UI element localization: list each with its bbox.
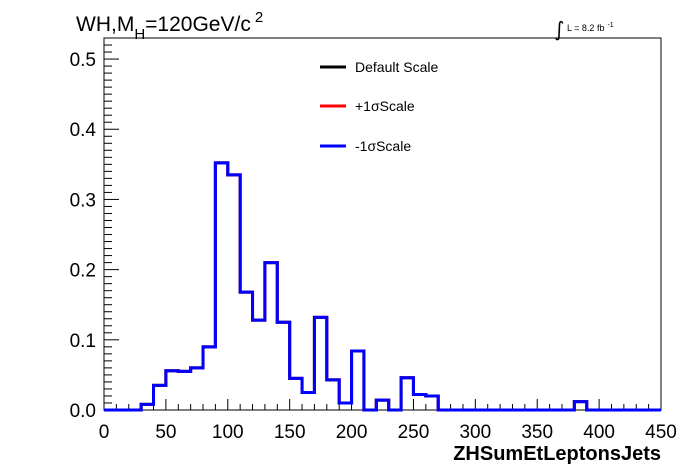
legend: Default Scale +1σScale -1σScale — [320, 59, 438, 154]
title-main: WH,M — [76, 13, 134, 36]
x-axis-label: ZHSumEtLeptonsJets — [453, 443, 661, 465]
title-subscript: H — [134, 26, 145, 43]
y-tick-label: 0.5 — [70, 50, 96, 71]
x-tick-label: 0 — [99, 422, 110, 443]
x-tick-label: 350 — [521, 422, 553, 443]
integral-symbol: ∫ — [554, 17, 564, 41]
x-tick-label: 150 — [274, 422, 306, 443]
series-group — [104, 161, 661, 412]
x-tick-label: 100 — [212, 422, 244, 443]
y-tick-label: 0.4 — [70, 120, 97, 141]
series-line-default-scale — [104, 161, 661, 412]
chart-title: WH,MH=120GeV/c 2 — [76, 9, 263, 43]
y-tick-label: 0.3 — [70, 190, 96, 211]
luminosity-label: L = 8.2 fb -1 — [567, 22, 614, 33]
plot-frame — [103, 37, 662, 411]
title-superscript: 2 — [255, 9, 263, 26]
x-tick-label: 450 — [645, 422, 677, 443]
x-tick-label: 200 — [336, 422, 368, 443]
legend-label-plus: +1σScale — [355, 98, 415, 114]
x-tick-label: 50 — [155, 422, 176, 443]
luminosity-superscript: -1 — [607, 22, 613, 29]
legend-label-default: Default Scale — [355, 59, 438, 75]
legend-label-minus: -1σScale — [355, 138, 411, 154]
series-line-minus-1-sigma-scale — [104, 161, 661, 412]
x-tick-label: 250 — [398, 422, 430, 443]
title-value: =120GeV/c — [145, 13, 251, 36]
x-tick-label: 300 — [459, 422, 491, 443]
x-tick-label: 400 — [583, 422, 615, 443]
y-tick-label: 0.2 — [70, 261, 96, 282]
luminosity-text: L = 8.2 fb — [567, 23, 604, 33]
y-tick-label: 0.0 — [70, 401, 96, 422]
series-line-plus-1-sigma-scale — [104, 161, 661, 412]
y-tick-label: 0.1 — [70, 331, 96, 352]
axes-group: 0 50 100 150 200 250 300 350 400 450 0.0 0.1 0.2 0.3 0… — [70, 44, 677, 443]
